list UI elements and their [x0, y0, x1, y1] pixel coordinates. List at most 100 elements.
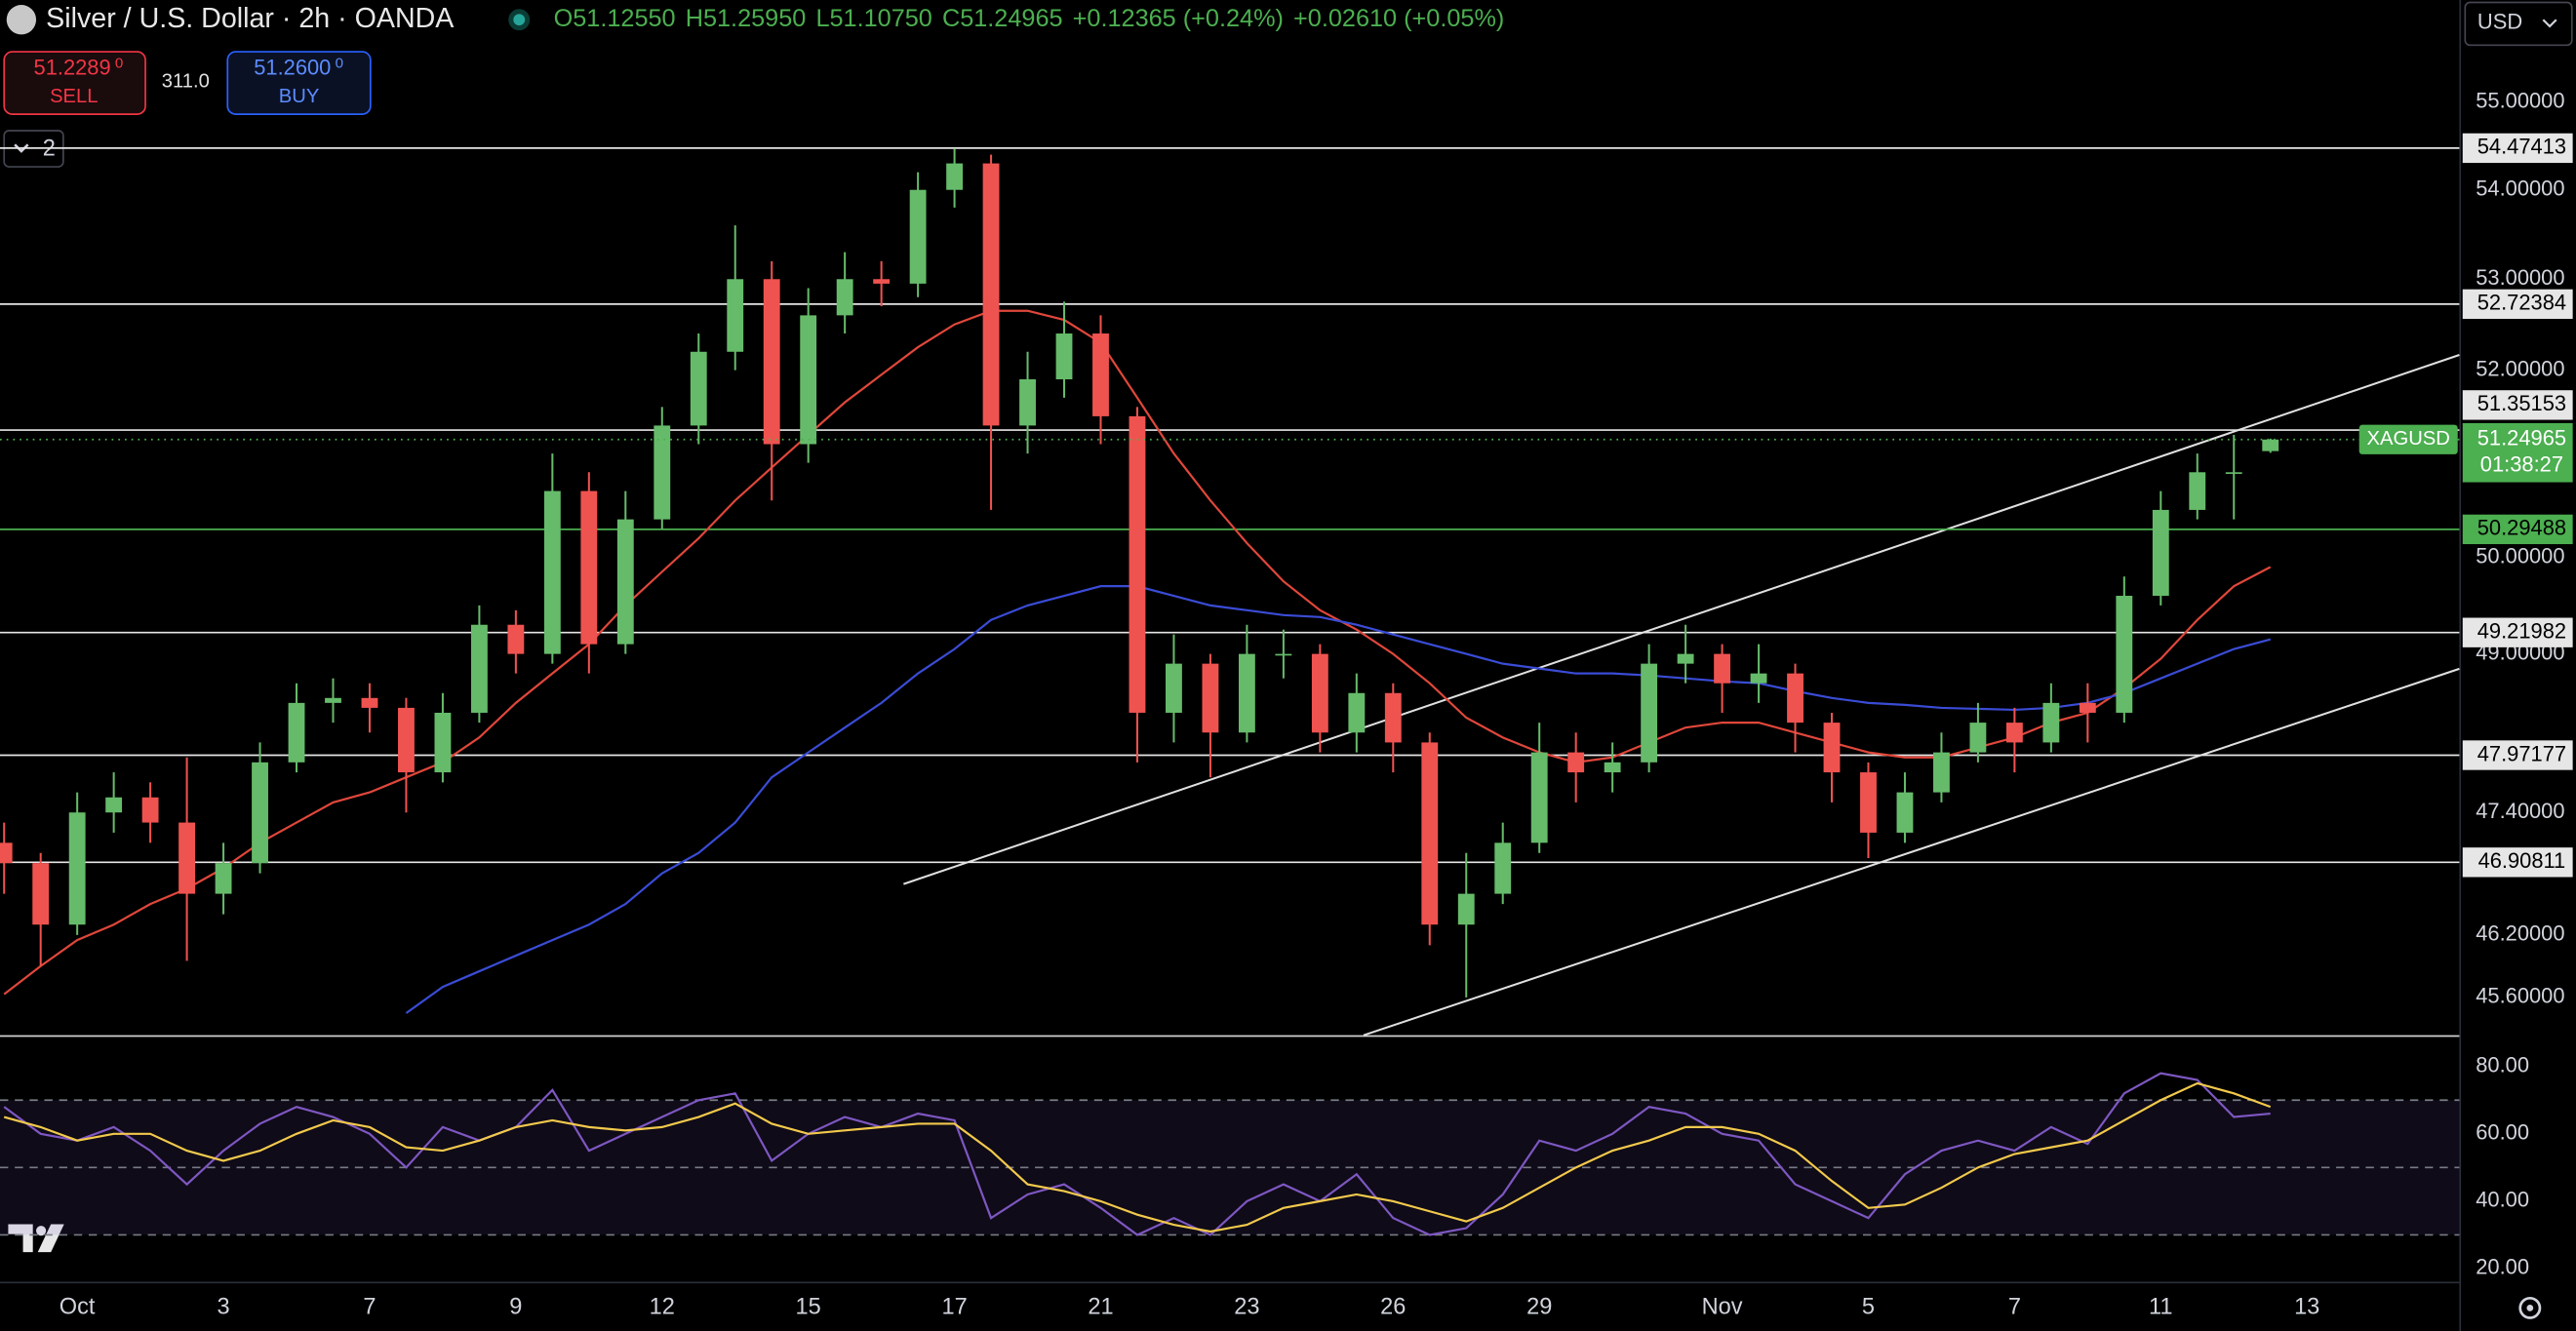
candle-body — [1604, 762, 1621, 773]
level-label: 50.29488 — [2477, 516, 2566, 540]
level-label: 46.90811 — [2478, 848, 2566, 873]
candle-body — [215, 863, 232, 894]
buy-button[interactable]: 51.2600 0 BUY — [226, 51, 372, 115]
candle-body — [1494, 842, 1512, 894]
candle-body — [2152, 509, 2169, 597]
logo-t — [8, 1224, 33, 1253]
level-label-box — [2462, 289, 2573, 320]
candle-body — [873, 279, 891, 284]
candle-body — [1860, 772, 1877, 833]
currency-chevron — [2542, 19, 2557, 28]
candle-body — [616, 519, 634, 645]
y-tick-label: 47.40000 — [2476, 799, 2564, 823]
candle-body — [946, 163, 964, 190]
candle-body — [1457, 893, 1475, 925]
candle-body — [325, 697, 341, 703]
ohlc-close: C51.24965 — [942, 5, 1063, 32]
y-tick-label: 53.00000 — [2476, 265, 2564, 290]
candle-body — [909, 189, 927, 284]
candle-body — [32, 863, 50, 925]
candle-body — [1166, 663, 1182, 713]
sell-price: 51.2289 — [34, 56, 111, 80]
candle-body — [178, 822, 196, 894]
symbol-title: Silver / U.S. Dollar · 2h · OANDA — [46, 3, 455, 34]
candle-body — [763, 279, 780, 445]
candle-body — [1238, 653, 1255, 733]
currency-selector[interactable]: USD — [2464, 1, 2573, 47]
level-label: 47.97177 — [2477, 741, 2566, 765]
indicator-line — [3, 1081, 2272, 1233]
indicator-line — [3, 1072, 2271, 1236]
candle-body — [0, 842, 13, 864]
candle-body — [1823, 723, 1841, 773]
candle-body — [361, 697, 378, 708]
candle-body — [2262, 439, 2279, 451]
y-tick-label: 60.00 — [2476, 1120, 2529, 1145]
ohlc-legend: O51.12550 H51.25950 L51.10750 C51.24965 +0.1… — [554, 5, 1505, 32]
level-label: 54.47413 — [2477, 135, 2566, 159]
x-tick-label: 21 — [1088, 1294, 1113, 1319]
candle-body — [1567, 752, 1585, 773]
level-label: 51.35153 — [2477, 391, 2566, 415]
candle-body — [2079, 702, 2096, 713]
x-tick-label: 29 — [1526, 1294, 1552, 1319]
last-price-label: 51.24965 — [2477, 426, 2566, 450]
y-tick-label: 52.00000 — [2476, 356, 2564, 380]
candle-body — [1933, 752, 1950, 793]
ohlc-open: O51.12550 — [554, 5, 676, 32]
candle-body — [1641, 663, 1658, 763]
candle-body — [727, 279, 744, 352]
settings-button[interactable] — [2518, 1296, 2542, 1319]
indicator-line — [3, 309, 2272, 996]
buy-price: 51.2600 — [254, 56, 331, 80]
x-tick-label: 26 — [1380, 1294, 1406, 1319]
level-label: 52.72384 — [2477, 291, 2566, 315]
x-tick-label: 9 — [509, 1294, 522, 1319]
candle-body — [68, 812, 86, 925]
x-tick-label: 15 — [796, 1294, 821, 1319]
indicator-line — [405, 585, 2271, 1014]
channel-lower-line — [1363, 667, 2460, 1037]
candle-body — [543, 490, 561, 654]
buy-box — [226, 51, 372, 115]
sell-pip: 0 — [115, 56, 123, 72]
candle-body — [1530, 752, 1548, 843]
x-tick-label: 23 — [1234, 1294, 1259, 1319]
candle-body — [398, 707, 415, 773]
channel-upper-line — [903, 354, 2460, 885]
candle-body — [288, 702, 305, 763]
y-tick-label: 45.60000 — [2476, 984, 2564, 1008]
x-tick-label: 7 — [363, 1294, 376, 1319]
sell-button[interactable]: 51.2289 0 SELL — [3, 51, 146, 115]
level-label-box — [2462, 740, 2573, 770]
candle-body — [1275, 653, 1292, 656]
candle-body — [836, 279, 853, 316]
buy-pip: 0 — [336, 56, 343, 72]
symbol-logo — [6, 5, 37, 35]
y-tick-label: 40.00 — [2476, 1188, 2529, 1212]
symbol-label: XAGUSD — [2367, 428, 2450, 450]
candle-body — [690, 351, 707, 426]
currency-box — [2464, 1, 2573, 47]
level-label: 49.21982 — [2477, 618, 2566, 643]
candle-body — [2005, 723, 2023, 743]
y-tick-label: 20.00 — [2476, 1255, 2529, 1279]
ohlc-low: L51.10750 — [815, 5, 931, 32]
ohlc-change-ext: +0.02610 (+0.05%) — [1293, 5, 1504, 32]
candle-body — [1896, 792, 1914, 833]
market-status — [508, 9, 531, 31]
level-label-box — [2462, 390, 2573, 420]
candle-body — [1750, 673, 1767, 684]
y-tick-label: 50.00000 — [2476, 543, 2564, 568]
candle-body — [1311, 653, 1328, 733]
candle-body — [141, 797, 159, 823]
candle-body — [800, 315, 817, 445]
candle-body — [982, 163, 1000, 426]
candle-body — [105, 797, 123, 813]
level-label-box — [2462, 133, 2573, 164]
x-tick-label: 13 — [2294, 1294, 2319, 1319]
logo-dot — [36, 1226, 47, 1236]
sell-label: SELL — [50, 86, 98, 107]
candle-body — [580, 490, 598, 645]
